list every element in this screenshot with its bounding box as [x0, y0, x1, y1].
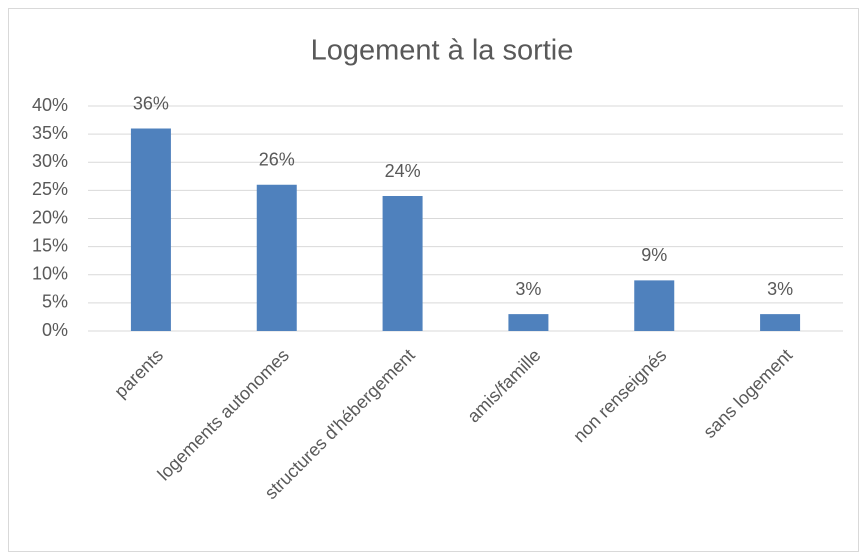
- data-label: 9%: [641, 245, 667, 265]
- bar: [760, 314, 801, 331]
- y-tick-label: 35%: [32, 123, 68, 143]
- bar: [130, 128, 171, 331]
- data-label: 36%: [133, 93, 169, 113]
- data-label: 26%: [259, 150, 295, 170]
- y-tick-label: 0%: [42, 320, 68, 340]
- data-label: 3%: [767, 279, 793, 299]
- chart-title: Logement à la sortie: [311, 35, 574, 67]
- bar: [382, 196, 423, 331]
- data-label: 3%: [515, 279, 541, 299]
- y-tick-label: 15%: [32, 235, 68, 255]
- y-tick-label: 30%: [32, 151, 68, 171]
- bar: [508, 314, 549, 331]
- bar: [634, 280, 675, 331]
- y-tick-label: 20%: [32, 207, 68, 227]
- y-tick-label: 10%: [32, 264, 68, 284]
- bar: [256, 184, 297, 331]
- y-tick-label: 5%: [42, 292, 68, 312]
- data-label: 24%: [385, 161, 421, 181]
- y-tick-label: 40%: [32, 95, 68, 115]
- y-tick-label: 25%: [32, 179, 68, 199]
